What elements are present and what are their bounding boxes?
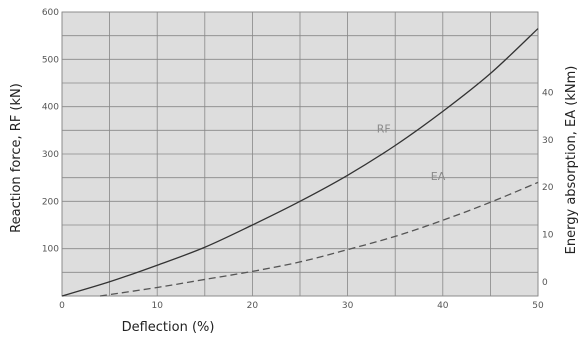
x-tick-label: 30 xyxy=(342,301,354,311)
y2-axis-title: Energy absorption, EA (kNm) xyxy=(564,66,579,255)
x-axis-title: Deflection (%) xyxy=(122,320,215,335)
y-tick-label: 400 xyxy=(42,103,59,113)
series-label-ea: EA xyxy=(431,170,446,183)
y-axis-title: Reaction force, RF (kN) xyxy=(9,83,24,233)
x-tick-label: 20 xyxy=(247,301,259,311)
y2-tick-label: 0 xyxy=(542,278,548,288)
y-tick-label: 200 xyxy=(42,197,59,207)
y-tick-label: 600 xyxy=(42,8,59,18)
grid xyxy=(61,11,539,297)
series-label-rf: RF xyxy=(377,123,391,136)
y2-tick-label: 30 xyxy=(542,136,554,146)
series-line-ea xyxy=(99,181,539,297)
x-tick-label: 40 xyxy=(437,301,449,311)
x-tick-label: 50 xyxy=(532,301,544,311)
tick-labels: 0 10 20 30 40 50 100 200 300 400 500 600 0 10 20 30 40 RF… xyxy=(42,8,554,311)
y-tick-label: 300 xyxy=(42,150,59,160)
y2-tick-label: 20 xyxy=(542,183,554,193)
y-tick-label: 500 xyxy=(42,55,59,65)
series-line-rf xyxy=(61,28,539,297)
series-lines xyxy=(61,28,539,297)
x-tick-label: 10 xyxy=(151,301,163,311)
x-tick-label: 0 xyxy=(59,301,65,311)
y2-tick-label: 40 xyxy=(542,88,554,98)
y-tick-label: 100 xyxy=(42,245,59,255)
y2-tick-label: 10 xyxy=(542,230,554,240)
